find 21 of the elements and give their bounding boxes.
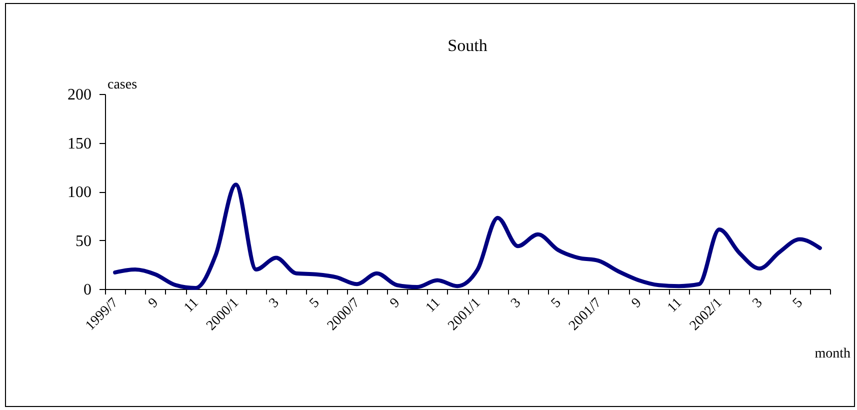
y-tick-label: 50 [76, 232, 92, 250]
y-tick-label: 0 [84, 282, 92, 298]
x-tick-label: 11 [423, 296, 444, 316]
y-tick-label: 150 [68, 135, 92, 152]
x-tick-label: 11 [182, 296, 202, 316]
x-tick-label: 9 [146, 296, 162, 312]
x-tick-label: 5 [548, 296, 564, 312]
x-tick-label: 5 [307, 296, 323, 312]
x-tick-label: 3 [508, 296, 524, 312]
x-tick-label: 3 [266, 296, 282, 312]
y-axis-title: cases [108, 78, 138, 92]
x-axis-title: month [814, 346, 850, 362]
line-series [113, 182, 822, 290]
x-tick-label: 9 [388, 296, 404, 312]
x-tick-label: 9 [629, 296, 645, 312]
y-tick-label: 100 [68, 184, 92, 201]
x-tick-label: 11 [664, 296, 686, 316]
x-tick-label: 3 [750, 296, 766, 312]
y-tick-label: 200 [68, 86, 92, 104]
chart-title: South [448, 36, 488, 55]
x-tick-label: 5 [790, 296, 806, 312]
